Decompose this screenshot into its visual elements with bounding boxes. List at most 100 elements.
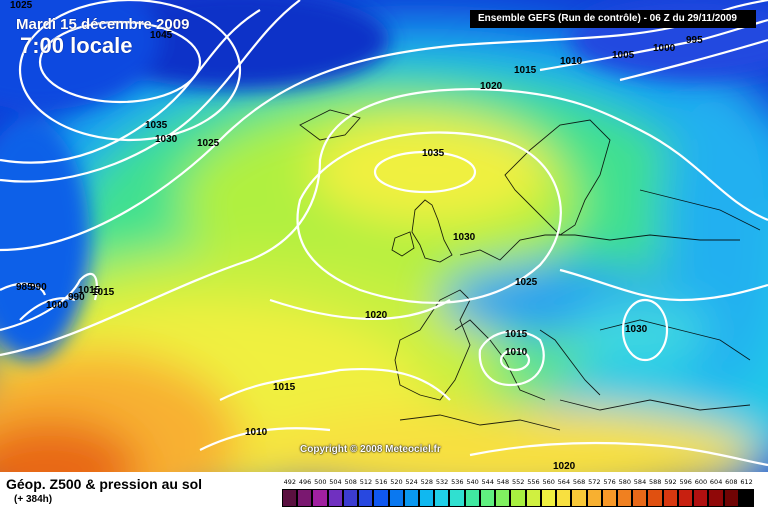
isobar-label: 1020 [365, 310, 388, 321]
legend-swatch [540, 489, 557, 507]
isobar-label: 1030 [625, 324, 648, 335]
isobars [0, 0, 768, 467]
legend-value: 580 [618, 478, 631, 486]
color-legend: 492 496 500 504 508 512 516 520 524 528 532 536 540 5… [282, 477, 754, 507]
legend-value: 612 [740, 478, 753, 486]
legend-swatch [373, 489, 389, 507]
isobar-label: 1015 [505, 329, 528, 340]
legend-swatch [297, 489, 313, 507]
isobar-label: 1030 [155, 134, 178, 145]
legend-value: 552 [512, 478, 525, 486]
legend-swatch [403, 489, 420, 507]
legend-value: 572 [588, 478, 601, 486]
legend-swatch [723, 489, 739, 507]
forecast-date: Mardi 15 décembre 2009 [16, 16, 190, 33]
legend-swatch [388, 489, 404, 507]
legend-swatch [312, 489, 328, 507]
isobar-label: 1020 [553, 461, 576, 472]
geopotential-shading [0, 0, 768, 472]
legend-swatch [464, 489, 480, 507]
legend-swatch [327, 489, 343, 507]
forecast-time: 7:00 locale [20, 33, 133, 58]
legend-value: 544 [481, 478, 494, 486]
lead-time: (+ 384h) [14, 494, 53, 505]
isobar-label: 1015 [92, 287, 115, 298]
model-run-label: Ensemble GEFS (Run de contrôle) - 06 Z d… [470, 10, 756, 28]
legend-value: 548 [496, 478, 510, 486]
legend-value: 496 [298, 478, 312, 486]
legend-value: 520 [390, 478, 403, 486]
legend-swatch [693, 489, 709, 507]
legend-swatch [282, 489, 298, 507]
legend-swatch [525, 489, 541, 507]
legend-swatch [449, 489, 465, 507]
legend-value: 492 [283, 478, 297, 486]
legend-value: 516 [374, 478, 388, 486]
isobar-label: 985 [16, 282, 33, 293]
legend-value: 584 [633, 478, 647, 486]
legend-value: 576 [603, 478, 616, 486]
legend-value: 512 [359, 478, 373, 486]
legend-value: 560 [542, 478, 555, 486]
legend-swatch [510, 489, 526, 507]
isobar-label: 1035 [145, 120, 168, 131]
isobar-label: 1010 [560, 56, 583, 67]
isobar-label: 1015 [514, 65, 537, 76]
legend-value: 592 [664, 478, 677, 486]
legend-swatch [556, 489, 572, 507]
isobar-label: 1025 [197, 138, 220, 149]
isobar-label: 990 [68, 292, 85, 303]
isobar-label: 1035 [422, 148, 445, 159]
isobar-label: 1030 [453, 232, 476, 243]
legend-swatch [586, 489, 602, 507]
isobar-label: 1020 [480, 81, 503, 92]
legend-swatch [342, 489, 359, 507]
isobar-label: 1015 [78, 285, 101, 296]
legend-swatch [632, 489, 648, 507]
isobar-label: 1015 [273, 382, 296, 393]
legend-swatch [419, 489, 435, 507]
legend-value: 588 [649, 478, 662, 486]
legend-value: 604 [709, 478, 723, 486]
legend-value: 540 [466, 478, 479, 486]
legend-swatch [571, 489, 587, 507]
legend-value: 564 [557, 478, 571, 486]
legend-value: 528 [420, 478, 434, 486]
legend-value: 568 [572, 478, 586, 486]
legend-value: 508 [344, 478, 357, 486]
legend-swatch [358, 489, 374, 507]
isobar-label: 1010 [505, 347, 528, 358]
legend-swatch [495, 489, 511, 507]
coastlines [299, 109, 761, 431]
legend-value: 608 [725, 478, 738, 486]
legend-swatch [738, 489, 754, 507]
isobar-label: 990 [30, 282, 47, 293]
legend-value: 504 [329, 478, 342, 486]
legend-swatch [601, 489, 617, 507]
isobar-label: 1000 [653, 43, 676, 54]
isobar-labels: 1045 1035 1030 1025 1025 1020 1015 1010 … [10, 0, 703, 472]
legend-value: 536 [451, 478, 464, 486]
isobar-label: 1000 [46, 300, 69, 311]
legend-value: 524 [405, 478, 418, 486]
legend-swatch [479, 489, 496, 507]
legend-swatch [662, 489, 678, 507]
legend-swatch [434, 489, 450, 507]
legend-swatch [708, 489, 724, 507]
weather-map: 1045 1035 1030 1025 1025 1020 1015 1010 … [0, 0, 768, 472]
legend-value: 500 [314, 478, 327, 486]
isobar-label: 1025 [10, 0, 33, 11]
copyright-notice: Copyright © 2008 Meteociel.fr [300, 444, 441, 455]
legend-swatch [616, 489, 633, 507]
legend-swatch [677, 489, 694, 507]
legend-value: 596 [679, 478, 692, 486]
parameter-title: Géop. Z500 & pression au sol [6, 476, 203, 492]
footer-bar: Géop. Z500 & pression au sol (+ 384h) 49… [0, 472, 768, 512]
legend-value: 532 [435, 478, 449, 486]
isobar-label: 1025 [515, 277, 538, 288]
legend-value: 600 [694, 478, 708, 486]
legend-swatch [647, 489, 663, 507]
legend-value: 556 [527, 478, 540, 486]
isobar-label: 1010 [245, 427, 268, 438]
isobar-label: 1045 [150, 30, 173, 41]
